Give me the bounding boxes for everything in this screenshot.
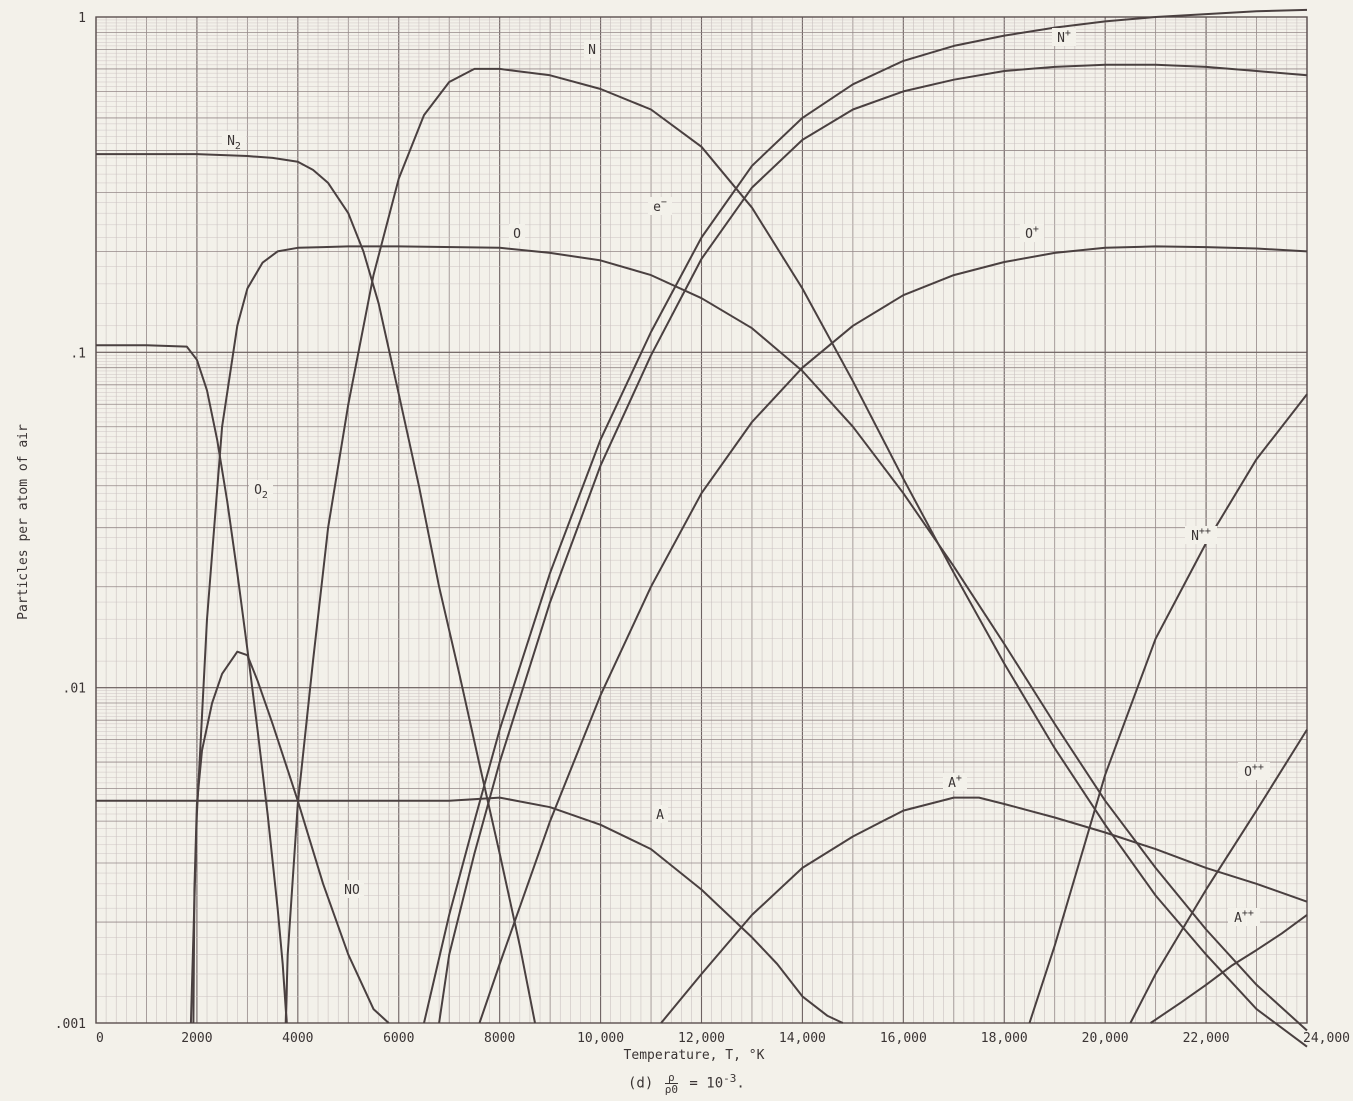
series-label: O bbox=[513, 227, 521, 242]
series-label-bg bbox=[584, 40, 600, 58]
x-tick-label: 14,000 bbox=[779, 1031, 826, 1046]
x-tick-label: 6000 bbox=[383, 1031, 414, 1046]
series-line-a-plus bbox=[660, 796, 1308, 1024]
caption-numerator: ρ bbox=[664, 1072, 678, 1085]
series-label: N++ bbox=[1191, 526, 1211, 544]
caption-prefix: (d) bbox=[628, 1075, 654, 1092]
x-tick-label: 22,000 bbox=[1183, 1031, 1230, 1046]
series-label-bg bbox=[943, 773, 967, 791]
x-tick-label: 4000 bbox=[282, 1031, 313, 1046]
series-line-n-plus bbox=[438, 63, 1308, 1024]
series-label: N+ bbox=[1057, 28, 1071, 46]
series-label-bg bbox=[1228, 908, 1260, 926]
x-axis-unit: °K bbox=[749, 1048, 765, 1063]
series-line-no bbox=[192, 650, 390, 1024]
series-label: O++ bbox=[1244, 762, 1264, 780]
series-line-o-plus bbox=[478, 245, 1308, 1024]
series-label: A+ bbox=[948, 773, 962, 791]
y-tick-label: .01 bbox=[63, 682, 86, 697]
plot-frame bbox=[95, 16, 1308, 1024]
x-tick-label: 16,000 bbox=[880, 1031, 927, 1046]
x-tick-labels: 0 2000 4000 6000 8000 10,000 12,000 14,000 16,00… bbox=[96, 1031, 1350, 1046]
x-tick-label: 2000 bbox=[181, 1031, 212, 1046]
x-axis-title: Temperature, T, °K bbox=[624, 1048, 765, 1063]
series-line-n bbox=[284, 67, 1308, 1048]
y-axis-title: Particles per atom of air bbox=[16, 424, 31, 620]
series-label-bg bbox=[340, 880, 364, 898]
series-label: e− bbox=[653, 197, 667, 215]
series-line-o bbox=[189, 245, 1308, 1032]
series-label: O+ bbox=[1025, 224, 1039, 242]
series-line-a bbox=[96, 796, 844, 1024]
series-line-o-plus bbox=[1129, 729, 1308, 1024]
y-tick-label: .1 bbox=[70, 346, 86, 361]
series-line-n-plus bbox=[1028, 393, 1308, 1024]
x-tick-label: 20,000 bbox=[1082, 1031, 1129, 1046]
caption-tail: . bbox=[736, 1075, 745, 1092]
series-label-bg bbox=[249, 480, 273, 498]
x-tick-label: 8000 bbox=[484, 1031, 515, 1046]
series-label-bg bbox=[648, 197, 672, 215]
series-label-bg bbox=[652, 805, 668, 823]
series-label: N2 bbox=[227, 134, 241, 152]
series-line-n2 bbox=[96, 153, 536, 1024]
series-label: A bbox=[656, 808, 664, 823]
series-line-o2 bbox=[96, 344, 288, 1024]
chart-grid bbox=[95, 16, 1308, 1024]
x-axis-title-text: Temperature, T, bbox=[624, 1048, 749, 1063]
x-tick-label: 24,000 bbox=[1303, 1031, 1350, 1046]
caption-exponent: -3 bbox=[723, 1072, 737, 1085]
figure-caption: (d) ρ ρ0 = 10-3. bbox=[628, 1072, 745, 1095]
series-label: A++ bbox=[1234, 908, 1254, 926]
y-tick-labels: 1 .1 .01 .001 bbox=[55, 11, 86, 1032]
y-tick-label: .001 bbox=[55, 1017, 86, 1032]
series-label-bg bbox=[509, 224, 525, 242]
caption-equals: = 10 bbox=[680, 1075, 724, 1092]
caption-fraction: ρ ρ0 bbox=[664, 1072, 678, 1097]
caption-denominator: ρ0 bbox=[664, 1083, 678, 1097]
chart-curves bbox=[96, 8, 1308, 1048]
chart-series-labels: N2 O2 NO O Ne− N+ O+ A A+ N++ O++ A++ bbox=[222, 28, 1270, 926]
series-line-a-plus bbox=[1150, 914, 1308, 1024]
series-label-bg bbox=[1052, 28, 1076, 46]
series-label-bg bbox=[1238, 762, 1270, 780]
x-tick-label: 10,000 bbox=[577, 1031, 624, 1046]
series-line-e-minus bbox=[423, 8, 1308, 1024]
x-tick-label: 12,000 bbox=[678, 1031, 725, 1046]
x-tick-label: 0 bbox=[96, 1031, 104, 1046]
x-tick-label: 18,000 bbox=[981, 1031, 1028, 1046]
series-label: O2 bbox=[254, 483, 268, 501]
y-tick-label: 1 bbox=[78, 11, 86, 26]
series-label: NO bbox=[344, 883, 360, 898]
series-label-bg bbox=[222, 131, 246, 149]
series-label: N bbox=[588, 43, 596, 58]
series-label-bg bbox=[1185, 526, 1217, 544]
series-label-bg bbox=[1020, 224, 1044, 242]
